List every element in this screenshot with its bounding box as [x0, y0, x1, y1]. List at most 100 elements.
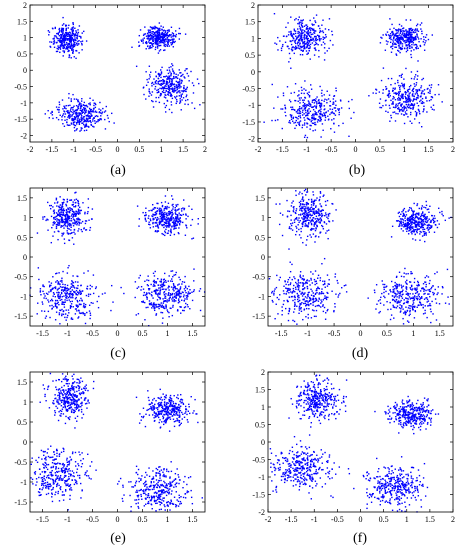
data-point	[398, 94, 400, 96]
data-point	[76, 222, 78, 225]
data-point	[423, 105, 425, 108]
data-point	[160, 40, 162, 42]
data-point	[300, 307, 302, 309]
data-point	[70, 317, 73, 319]
data-point	[56, 280, 58, 282]
data-point	[418, 221, 421, 224]
data-point	[300, 227, 302, 230]
data-point	[156, 299, 159, 301]
data-point	[315, 14, 318, 16]
data-point	[77, 99, 79, 101]
data-point	[408, 43, 410, 45]
y-tick-label: 1	[251, 34, 255, 43]
data-point	[281, 234, 284, 237]
data-point	[310, 124, 312, 127]
data-point	[424, 223, 426, 226]
data-point	[166, 226, 168, 228]
data-point	[320, 104, 322, 106]
data-point	[297, 30, 299, 33]
data-point	[159, 212, 161, 215]
data-point	[304, 225, 306, 227]
data-point	[178, 220, 181, 222]
data-point	[393, 97, 395, 99]
data-point	[406, 230, 408, 233]
data-point	[69, 307, 72, 309]
data-point	[414, 233, 416, 235]
data-point	[54, 216, 56, 218]
data-point	[302, 241, 304, 244]
data-point	[179, 287, 182, 290]
data-point	[316, 121, 319, 123]
data-point	[313, 17, 315, 19]
data-point	[156, 40, 159, 43]
data-point	[401, 93, 403, 95]
data-point	[88, 107, 91, 110]
data-point	[334, 273, 337, 275]
data-point	[148, 223, 150, 226]
data-point	[167, 217, 169, 219]
data-point	[162, 81, 164, 83]
data-point	[160, 213, 162, 215]
data-point	[421, 224, 423, 226]
data-point	[421, 222, 423, 225]
data-point	[153, 27, 156, 29]
data-point	[152, 272, 155, 275]
data-point	[49, 305, 51, 307]
data-point	[85, 109, 87, 111]
data-point	[50, 112, 52, 114]
data-point	[160, 311, 162, 314]
data-point	[156, 290, 158, 292]
data-point	[154, 303, 156, 306]
data-point	[310, 288, 312, 291]
data-point	[414, 228, 417, 231]
data-point	[333, 107, 336, 109]
data-point	[417, 108, 420, 111]
data-point	[165, 104, 168, 107]
data-point	[160, 87, 163, 90]
data-point	[415, 221, 417, 223]
data-point	[390, 51, 393, 53]
data-point	[421, 212, 424, 214]
data-point	[412, 37, 414, 40]
data-point	[163, 34, 165, 36]
data-point	[74, 27, 76, 29]
data-point	[388, 90, 390, 93]
data-point	[187, 103, 189, 106]
data-point	[305, 224, 308, 226]
data-point	[181, 283, 183, 285]
data-point	[62, 214, 65, 216]
data-point	[325, 36, 327, 38]
data-point	[71, 43, 73, 45]
data-point	[167, 82, 169, 84]
data-point	[66, 118, 68, 121]
data-point	[71, 295, 74, 297]
data-point	[63, 110, 65, 112]
data-point	[69, 306, 72, 308]
data-point	[161, 86, 164, 88]
data-point	[324, 318, 327, 320]
data-point	[161, 32, 163, 35]
data-point	[71, 213, 73, 216]
data-point	[178, 87, 181, 89]
data-point	[399, 47, 402, 49]
data-point	[94, 106, 97, 109]
data-point	[311, 39, 313, 41]
data-point	[420, 38, 422, 40]
data-point	[82, 306, 85, 308]
data-point	[143, 37, 146, 39]
data-point	[401, 224, 403, 226]
data-point	[297, 19, 300, 21]
data-point	[312, 108, 315, 111]
data-point	[406, 44, 408, 47]
data-point	[154, 34, 156, 37]
data-point	[309, 19, 311, 22]
data-point	[337, 282, 339, 284]
data-point	[183, 199, 185, 201]
data-point	[62, 40, 64, 42]
data-point	[67, 227, 69, 230]
data-point	[168, 289, 170, 291]
data-point	[298, 90, 300, 92]
data-point	[413, 37, 415, 40]
data-point	[288, 47, 290, 50]
data-point	[167, 285, 170, 287]
